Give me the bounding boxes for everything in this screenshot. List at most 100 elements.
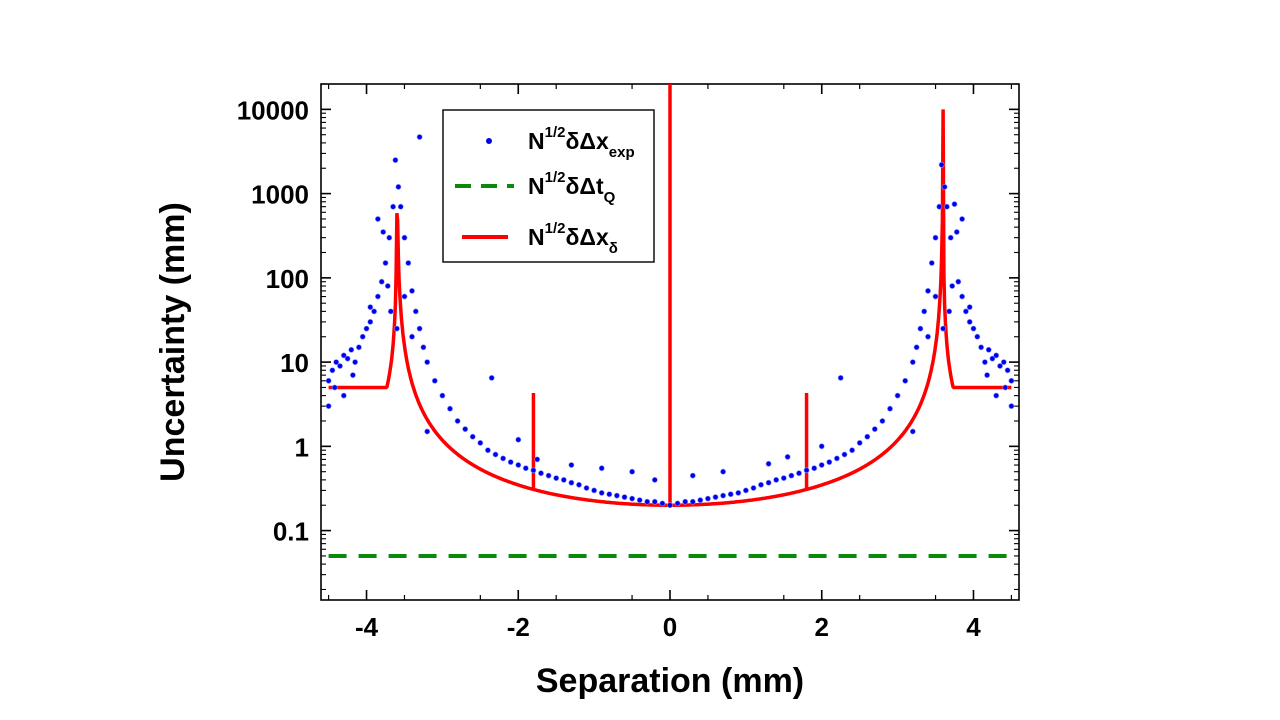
series-exp-point [743, 487, 749, 494]
series-exp-point [629, 495, 635, 502]
y-tick-label: 1000 [251, 180, 309, 210]
series-exp-point [477, 439, 484, 446]
series-exp-point [454, 418, 461, 424]
series-exp-point [325, 377, 332, 384]
series-exp-point [331, 384, 338, 391]
series-exp-point [469, 433, 476, 440]
series-exp-point [515, 436, 522, 443]
ticks: -4 -2 0 2 4 0.1 1 10 100 1000 10000 [237, 83, 1019, 642]
series-exp-point [946, 308, 953, 315]
series-exp-point [909, 359, 916, 365]
series-exp-point [390, 203, 396, 210]
series-exp-point [1000, 359, 1007, 365]
series-exp-point [966, 318, 973, 325]
series-exp-point [727, 491, 734, 498]
series-exp-point [374, 293, 381, 300]
series-exp-point [644, 498, 651, 505]
legend-label-delta: N1/2δΔxδ [528, 220, 618, 257]
series-exp-point [871, 426, 878, 432]
series-exp-point [773, 476, 780, 483]
series-exp-point [667, 502, 673, 509]
series-exp-point [515, 462, 522, 468]
series-exp-point [371, 308, 377, 315]
series-exp-point [367, 318, 374, 325]
series-exp-point [374, 216, 381, 222]
legend-tq-sup: 1/2 [545, 169, 566, 186]
series-exp-point [928, 260, 935, 266]
series-exp-point [488, 374, 495, 381]
series-exp-point [953, 229, 960, 235]
series-exp-point [879, 418, 886, 424]
series-exp-point [784, 453, 791, 460]
series-exp-point [393, 325, 400, 332]
series-exp-point [583, 485, 590, 491]
series-exp-point [386, 234, 393, 241]
series-exp-point [484, 447, 491, 454]
series-exp-point [712, 494, 719, 500]
series-exp-point [392, 157, 399, 163]
series-exp-point [1008, 403, 1015, 409]
series-exp-point [984, 372, 990, 378]
series-exp-point [382, 260, 389, 266]
series-exp-point [811, 465, 818, 472]
series-exp-point [424, 359, 431, 365]
series-exp-point [416, 134, 423, 140]
series-exp-point [492, 451, 499, 458]
series-exp-point [940, 325, 946, 332]
series-exp-point [936, 203, 943, 210]
series-exp-point [651, 476, 658, 483]
legend-delta-sub: δ [609, 240, 618, 257]
series-exp-point [765, 479, 772, 486]
y-tick-label: 100 [266, 264, 309, 294]
series-exp-point [674, 500, 681, 507]
series-exp-point [966, 304, 973, 310]
series-exp-point [621, 494, 628, 500]
series-exp-point [970, 325, 977, 332]
legend-tq-base: N [528, 173, 545, 199]
x-tick-label: 2 [815, 612, 829, 642]
series-exp-point [636, 497, 643, 503]
series-exp-point [380, 229, 387, 235]
series-exp-point [522, 465, 529, 472]
series-exp-point [834, 455, 840, 462]
legend-delta-base: N [528, 224, 545, 250]
series-exp-point [989, 355, 996, 362]
series-exp-point [576, 481, 582, 488]
series-exp-point [720, 492, 726, 499]
series-exp-point [796, 470, 802, 477]
series-exp-point [651, 498, 658, 505]
series-exp-point [416, 325, 423, 332]
legend-label-exp: N1/2δΔxexp [528, 124, 635, 161]
series-exp-point [598, 465, 605, 472]
y-tick-label: 1 [295, 432, 309, 462]
series-exp-point [849, 447, 855, 454]
series-exp-point [606, 491, 613, 498]
series-layer [325, 84, 1015, 558]
series-exp-point [856, 439, 863, 446]
series-exp-point [1008, 377, 1015, 384]
series-exp-point [568, 462, 575, 468]
series-exp-point [340, 392, 347, 399]
series-exp-point [659, 500, 666, 507]
series-exp-point [894, 392, 901, 399]
series-exp-point [887, 405, 893, 412]
legend-exp-marker [486, 138, 492, 144]
legend-exp-sup: 1/2 [545, 124, 566, 141]
legend-delta-mid: δΔx [565, 224, 608, 250]
series-exp-point [947, 234, 954, 241]
series-exp-point [337, 363, 343, 369]
series-exp-point [553, 475, 560, 481]
series-exp-point [720, 468, 726, 475]
series-exp-point [959, 216, 965, 222]
y-tick-label: 10000 [237, 95, 309, 125]
series-exp-point [697, 497, 704, 503]
series-exp-point [803, 467, 810, 474]
legend-exp-base: N [528, 128, 545, 154]
series-exp-point [325, 403, 332, 409]
series-exp-point [841, 451, 848, 458]
series-exp-point [401, 293, 408, 300]
series-exp-point [412, 308, 419, 315]
series-exp-point [985, 346, 992, 353]
series-exp-point [818, 462, 825, 468]
